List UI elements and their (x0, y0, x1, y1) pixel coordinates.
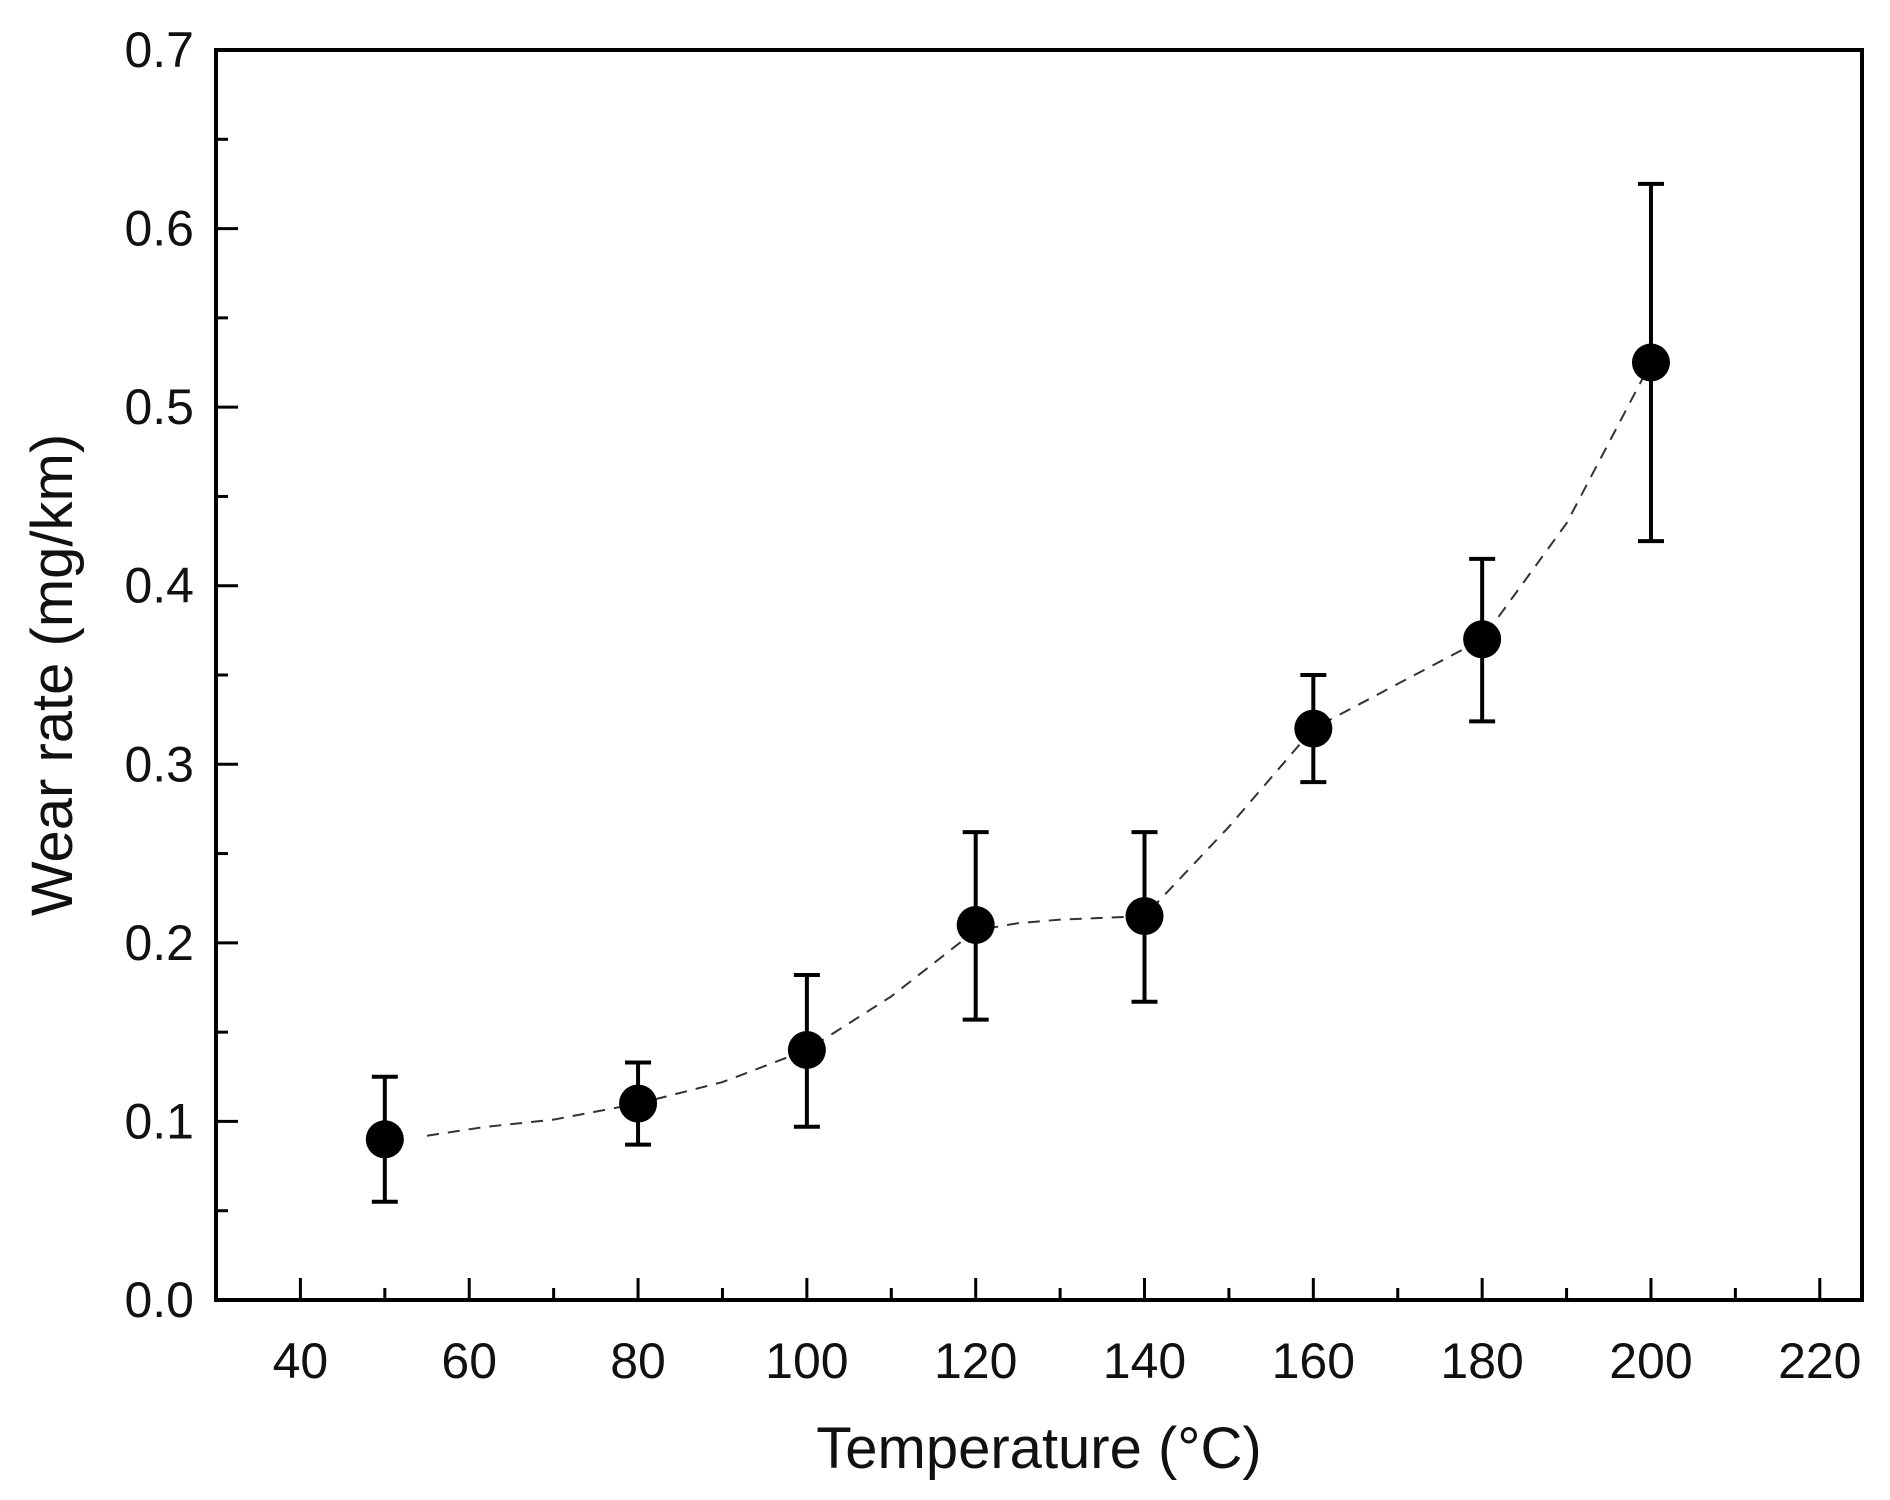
data-point (787, 1031, 826, 1069)
x-tick-label: 120 (934, 1333, 1017, 1389)
data-points-group (365, 343, 1670, 1159)
x-axis-title: Temperature (°C) (816, 1416, 1261, 1481)
x-tick-label: 140 (1103, 1333, 1186, 1389)
y-tick-labels: 0.0 0.1 0.2 0.3 0.4 0.5 0.6 0.7 (124, 22, 194, 1328)
x-tick-label: 40 (273, 1333, 329, 1389)
y-tick-label: 0.2 (124, 915, 194, 971)
x-tick-label: 80 (610, 1333, 666, 1389)
data-point (1294, 709, 1333, 748)
x-tick-label: 160 (1272, 1333, 1355, 1389)
data-point (1125, 897, 1164, 936)
y-axis-title: Wear rate (mg/km) (20, 434, 85, 916)
x-tick-label: 180 (1440, 1333, 1523, 1389)
data-point (619, 1084, 658, 1123)
y-tick-label: 0.1 (124, 1093, 194, 1149)
x-tick-labels: 40 60 80 100 120 140 160 180 200 220 (273, 1333, 1862, 1389)
x-tick-label: 200 (1609, 1333, 1692, 1389)
axes-group (214, 48, 1864, 1302)
data-point (365, 1120, 404, 1159)
trend-line (426, 362, 1652, 1137)
data-point (1463, 620, 1502, 659)
data-point (956, 906, 995, 944)
x-tick-label: 100 (765, 1333, 848, 1389)
x-tick-label: 220 (1778, 1333, 1861, 1389)
data-point (1631, 343, 1670, 382)
y-tick-label: 0.3 (124, 736, 194, 792)
trend-line-group (426, 362, 1652, 1137)
y-tick-label: 0.5 (124, 379, 194, 435)
y-tick-label: 0.7 (124, 22, 194, 78)
y-tick-label: 0.6 (124, 201, 194, 257)
y-tick-label: 0.4 (124, 558, 194, 614)
x-tick-label: 60 (441, 1333, 497, 1389)
y-tick-label: 0.0 (124, 1272, 194, 1328)
